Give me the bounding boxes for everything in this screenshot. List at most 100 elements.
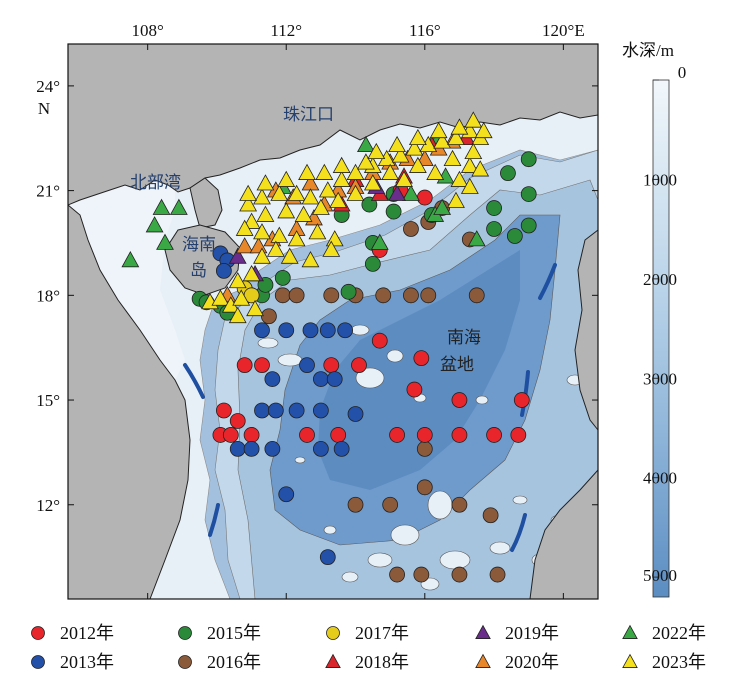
deepest-basin <box>318 250 520 490</box>
colorbar-tick-label: 1000 <box>643 170 677 189</box>
lat-tick-label: 12° <box>36 496 60 515</box>
label-sea-basin-line2: 盆地 <box>440 355 474 375</box>
station-marker-y2016 <box>347 496 364 513</box>
station-marker-y2022 <box>370 233 389 250</box>
label-beibu-gulf: 北部湾 <box>130 173 181 193</box>
station-marker-y2023 <box>277 202 296 219</box>
station-marker-y2022 <box>433 198 452 215</box>
station-marker-y2023 <box>228 306 247 324</box>
map-panel <box>68 44 598 599</box>
station-marker-y2022 <box>145 216 164 233</box>
station-marker-y2023 <box>408 156 427 173</box>
legend-label: 2022年 <box>652 623 706 643</box>
station-marker-y2023 <box>388 135 407 153</box>
station-marker-y2015 <box>520 186 537 202</box>
station-marker-y2023 <box>232 289 251 306</box>
seamounts <box>257 324 584 591</box>
station-marker-y2012 <box>351 357 367 374</box>
station-marker-y2023 <box>256 205 275 222</box>
station-marker-y2016 <box>323 287 340 304</box>
station-marker-y2023 <box>287 230 306 247</box>
station-marker-y2023 <box>280 247 299 264</box>
colorbar-tick-label: 0 <box>678 63 687 82</box>
legend-label: 2013年 <box>60 652 114 672</box>
station-marker-y2023 <box>346 163 365 180</box>
station-marker-y2023 <box>450 170 469 187</box>
colorbar-tick-label: 4000 <box>643 469 677 488</box>
station-marker-y2023 <box>447 191 465 208</box>
label-sea-basin-line1: 南海 <box>447 328 481 348</box>
station-marker-y2013 <box>278 322 295 339</box>
legend-marker <box>475 624 491 639</box>
station-marker-y2015 <box>486 221 502 237</box>
lon-tick-label: 112° <box>270 21 302 40</box>
legend-marker <box>622 624 638 639</box>
station-marker-y2023 <box>332 156 351 173</box>
station-marker-y2016 <box>389 566 405 583</box>
station-marker-y2013 <box>333 441 350 457</box>
station-marker-y2012 <box>299 427 315 443</box>
station-marker-y2023 <box>239 184 258 201</box>
station-marker-y2023 <box>405 139 424 156</box>
legend-marker <box>326 626 340 640</box>
station-markers <box>121 111 537 583</box>
station-marker-y2023 <box>443 149 462 167</box>
station-marker-y2012 <box>222 427 239 443</box>
station-marker-y2015 <box>520 151 537 168</box>
station-marker-y2015 <box>506 228 523 244</box>
station-marker-y2022 <box>467 230 486 247</box>
station-marker-y2023 <box>367 142 386 160</box>
basin-fault-marks <box>183 263 557 552</box>
lon-tick-label: 120°E <box>542 21 585 40</box>
station-marker-y2020 <box>235 237 254 254</box>
station-marker-y2023 <box>471 160 490 177</box>
station-marker-y2023 <box>356 153 375 170</box>
station-marker-y2023 <box>447 128 465 146</box>
map-frame <box>67 43 599 600</box>
station-marker-y2012 <box>236 357 253 374</box>
station-marker-y2023 <box>294 205 313 222</box>
station-marker-y2023 <box>381 163 400 180</box>
legend-marker <box>178 655 192 669</box>
map-axes: 108° 112° 116° 120°E 24° 21° 18° 15° 12° N <box>36 21 598 599</box>
station-marker-y2015 <box>364 256 381 272</box>
station-marker-y2013 <box>312 371 329 387</box>
station-marker-y2022 <box>169 198 188 215</box>
station-marker-y2023 <box>301 188 320 205</box>
legend-marker <box>31 626 45 640</box>
station-marker-y2016 <box>482 507 499 524</box>
legend-label: 2017年 <box>355 623 409 643</box>
station-marker-y2023 <box>242 212 261 229</box>
station-marker-y2013 <box>312 441 329 457</box>
station-marker-y2023 <box>464 111 483 128</box>
depth-colorbar: 水深/m 0 1000 2000 3000 4000 5000 <box>622 41 687 598</box>
station-marker-y2023 <box>460 177 479 194</box>
station-marker-y2023 <box>408 128 427 146</box>
station-marker-y2023 <box>332 170 351 187</box>
station-marker-y2023 <box>395 170 413 187</box>
station-marker-y2022 <box>156 233 174 250</box>
station-marker-y2012 <box>413 350 430 367</box>
station-marker-y2016 <box>375 287 392 304</box>
station-marker-y2023 <box>228 271 247 289</box>
station-marker-y2023 <box>246 299 264 317</box>
station-marker-y2016 <box>451 496 468 513</box>
station-marker-y2015 <box>274 269 291 286</box>
station-marker-y2023 <box>242 264 261 282</box>
station-marker-y2013 <box>326 371 343 387</box>
station-marker-y2016 <box>416 441 433 457</box>
station-marker-y2022 <box>402 184 420 201</box>
legend-label: 2018年 <box>355 652 409 672</box>
station-marker-y2023 <box>426 163 445 180</box>
station-marker-y2013 <box>254 322 270 339</box>
station-marker-y2023 <box>464 142 483 160</box>
station-marker-y2022 <box>152 198 171 215</box>
station-marker-y2023 <box>311 198 330 215</box>
land-palawan <box>529 469 598 599</box>
station-marker-y2013 <box>264 371 281 387</box>
station-marker-y2023 <box>235 219 254 236</box>
station-marker-y2023 <box>253 223 271 240</box>
station-marker-y2023 <box>329 191 348 208</box>
station-marker-y2023 <box>391 146 410 163</box>
